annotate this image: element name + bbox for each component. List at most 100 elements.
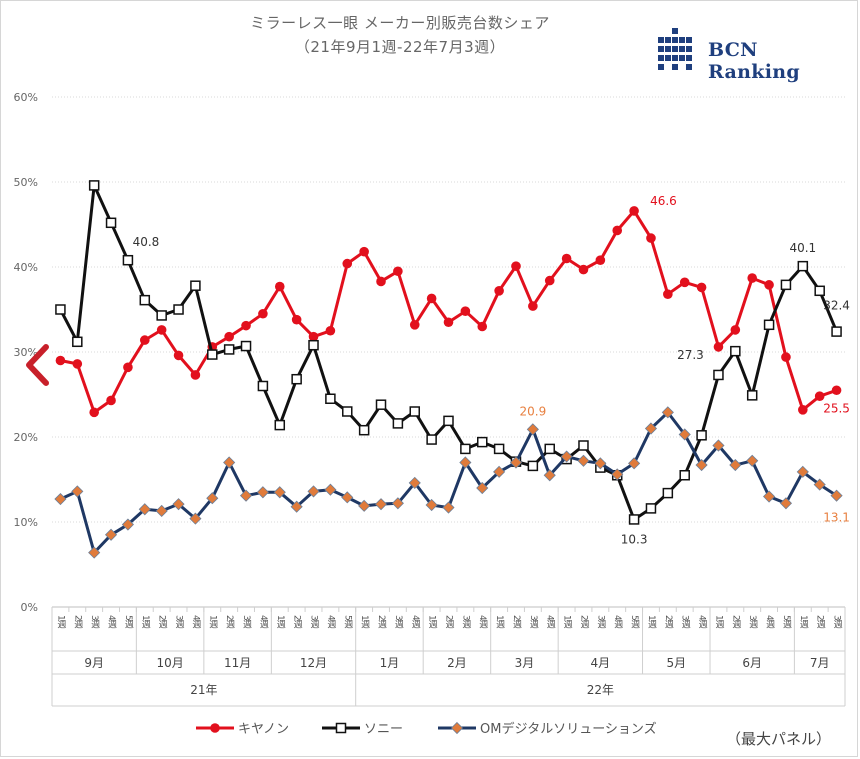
y-tick-label: 0%: [21, 601, 38, 614]
week-tick-label: 3週: [241, 615, 252, 630]
month-label: 7月: [810, 656, 830, 670]
previous-chevron-icon[interactable]: [20, 340, 60, 390]
week-tick-label: 3週: [89, 615, 100, 630]
data-label-sony: 10.3: [621, 532, 648, 546]
data-point-om: [341, 491, 354, 504]
data-point-om: [273, 486, 286, 499]
legend-label-om: OMデジタルソリューションズ: [480, 721, 657, 737]
y-tick-label: 10%: [14, 516, 38, 529]
data-point-om: [324, 483, 337, 496]
data-point-sony: [122, 254, 134, 266]
data-point-sony: [409, 406, 421, 417]
legend-label-canon: キヤノン: [238, 722, 289, 737]
data-point-canon: [764, 280, 774, 290]
week-tick-label: 3週: [309, 615, 320, 630]
week-tick-label: 2週: [376, 615, 387, 630]
data-point-canon: [713, 342, 724, 352]
data-point-sony: [139, 294, 151, 306]
week-tick-label: 2週: [157, 615, 168, 630]
week-tick-label: 1週: [275, 615, 286, 630]
month-label: 3月: [515, 656, 535, 670]
y-tick-label: 40%: [14, 261, 38, 274]
year-label: 21年: [190, 683, 217, 697]
data-point-om: [442, 501, 455, 514]
data-point-canon: [561, 253, 572, 264]
data-point-canon: [409, 320, 420, 330]
data-point-canon: [511, 261, 521, 271]
data-point-canon: [528, 301, 538, 311]
data-point-om: [678, 428, 691, 441]
year-label: 22年: [587, 683, 614, 697]
week-tick-label: 4週: [545, 615, 556, 630]
data-point-sony: [713, 369, 724, 381]
week-tick-label: 2週: [444, 615, 455, 630]
data-point-canon: [798, 405, 808, 415]
data-point-sony: [578, 440, 589, 451]
data-point-sony: [88, 180, 100, 191]
data-point-sony: [426, 434, 437, 445]
week-tick-label: 1週: [427, 615, 438, 630]
data-label-om: 20.9: [520, 404, 547, 418]
month-label: 6月: [742, 656, 762, 670]
data-point-sony: [645, 503, 657, 514]
y-tick-label: 60%: [14, 91, 38, 104]
data-point-sony: [392, 418, 404, 429]
data-point-sony: [173, 304, 184, 315]
week-tick-label: 1週: [359, 615, 370, 630]
data-point-canon: [663, 289, 673, 300]
data-point-sony: [797, 260, 809, 272]
data-point-canon: [578, 264, 589, 275]
month-label: 4月: [591, 656, 611, 670]
data-point-om: [813, 478, 826, 491]
data-point-sony: [493, 443, 505, 455]
week-tick-label: 1週: [494, 615, 505, 630]
data-point-canon: [241, 320, 251, 331]
month-label: 1月: [380, 656, 400, 670]
data-point-canon: [106, 395, 116, 406]
data-point-canon: [679, 277, 690, 288]
data-point-om: [779, 497, 793, 510]
data-point-sony: [291, 373, 302, 385]
data-point-canon: [89, 407, 99, 418]
data-point-canon: [595, 255, 606, 265]
week-tick-label: 2週: [815, 615, 826, 630]
week-tick-label: 3週: [747, 615, 758, 630]
data-point-sony: [223, 344, 235, 355]
data-label-om: 13.1: [823, 511, 850, 525]
data-point-canon: [477, 321, 488, 332]
week-tick-label: 1週: [646, 615, 657, 630]
data-point-canon: [224, 331, 234, 342]
data-point-canon: [173, 350, 184, 361]
data-point-om: [644, 422, 658, 435]
data-point-om: [661, 406, 674, 419]
data-point-om: [358, 499, 371, 512]
data-point-sony: [342, 406, 353, 417]
data-point-om: [476, 481, 489, 495]
month-label: 5月: [666, 656, 686, 670]
week-tick-label: 4週: [325, 615, 336, 630]
week-tick-label: 2週: [730, 615, 741, 630]
data-point-om: [54, 492, 67, 506]
data-point-om: [763, 490, 776, 503]
data-point-canon: [730, 325, 741, 335]
data-point-sony: [257, 380, 269, 392]
data-point-om: [172, 498, 185, 511]
chart-subtitle: （21年9月1週-22年7月3週）: [294, 38, 506, 56]
data-point-om: [88, 546, 101, 559]
week-tick-label: 2週: [578, 615, 589, 630]
data-label-sony: 40.1: [789, 241, 816, 255]
data-point-om: [256, 486, 269, 499]
data-label-canon: 25.5: [823, 401, 850, 415]
week-tick-label: 2週: [224, 615, 235, 630]
data-point-om: [628, 457, 641, 470]
week-tick-label: 4週: [612, 615, 623, 630]
week-tick-label: 1週: [798, 615, 809, 630]
chart-title: ミラーレス一眼 メーカー別販売台数シェア: [250, 14, 550, 32]
data-point-canon: [308, 331, 319, 342]
panel-note: （最大パネル）: [726, 730, 832, 748]
legend-item-canon: キヤノン: [196, 722, 289, 737]
data-point-om: [239, 489, 253, 502]
month-label: 10月: [156, 656, 183, 670]
data-point-canon: [359, 246, 369, 257]
data-point-om: [746, 454, 759, 467]
